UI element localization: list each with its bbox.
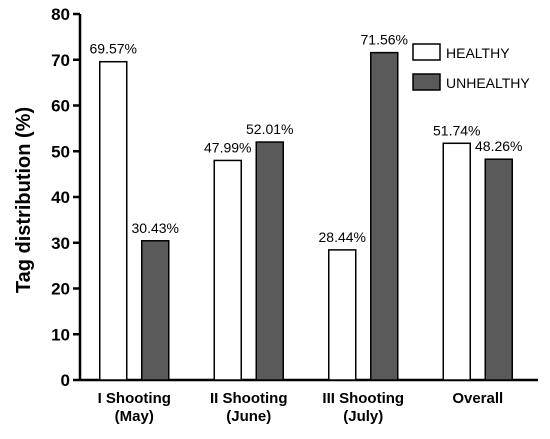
y-axis-title: Tag distribution (%) [13,107,35,293]
data-label: 48.26% [475,138,522,154]
x-category-label: (June) [226,408,271,425]
bar-unhealthy [370,51,399,381]
data-label: 71.56% [361,32,408,48]
x-category-label: (May) [115,408,154,425]
x-category-label: I Shooting [98,390,171,407]
data-label: 30.43% [132,220,179,236]
y-tick-label: 40 [51,188,70,207]
legend-swatch-unhealthy [412,73,441,91]
bar-unhealthy [141,240,170,381]
x-category-label: III Shooting [322,390,404,407]
bar-healthy [442,142,471,381]
y-tick-label: 50 [51,142,70,161]
x-category-label: Overall [452,390,503,407]
legend-label-unhealthy: UNHEALTHY [446,75,530,91]
x-category-label: (July) [343,408,383,425]
y-tick-label: 30 [51,234,70,253]
bars [99,51,513,381]
data-label: 47.99% [204,139,251,155]
bar-unhealthy [255,141,284,381]
bar-healthy [99,60,128,381]
y-tick-label: 80 [51,5,70,24]
bar-healthy [328,249,357,381]
data-label: 69.57% [90,41,137,57]
data-labels: 69.57% 30.43% 47.99% 52.01% 28.44% 71.56% 51.7… [90,32,523,245]
data-label: 52.01% [246,121,293,137]
y-tick-label: 70 [51,51,70,70]
data-label: 28.44% [319,229,366,245]
y-tick-label: 60 [51,97,70,116]
x-category-labels: I Shooting(May) II Shooting(June) III Shoo… [98,390,504,425]
bar-healthy [213,159,242,381]
y-tick-label: 10 [51,325,70,344]
y-tick-label: 20 [51,280,70,299]
legend-label-healthy: HEALTHY [446,45,510,61]
y-tick-label: 0 [61,371,70,390]
x-category-label: II Shooting [210,390,287,407]
data-label: 51.74% [433,122,480,138]
legend: HEALTHY UNHEALTHY [412,43,530,91]
y-ticks: 0 10 20 30 40 50 60 70 80 [51,5,80,390]
legend-swatch-healthy [412,43,441,61]
bar-unhealthy [484,158,513,381]
